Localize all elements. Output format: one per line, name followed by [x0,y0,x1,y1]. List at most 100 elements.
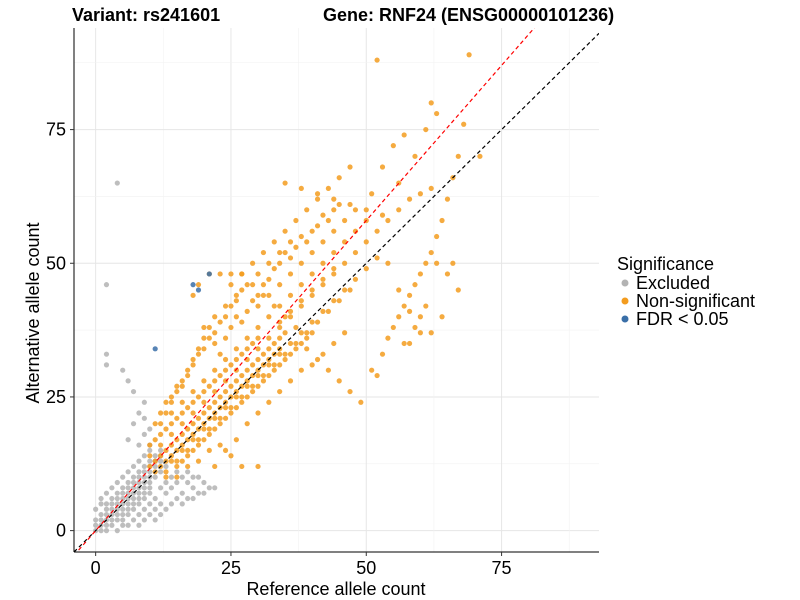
data-point [136,410,142,416]
data-point [174,458,180,464]
data-point [358,399,364,405]
data-point [201,399,207,405]
data-point [147,426,153,432]
data-point [293,244,299,250]
data-point [141,431,147,437]
data-point [185,463,191,470]
data-point [125,479,131,486]
data-point [201,479,207,486]
data-point [185,453,191,459]
data-point [152,463,158,470]
data-point [331,271,337,277]
data-point [195,490,202,496]
data-point [233,394,239,400]
data-point [396,287,402,293]
data-point [336,201,342,208]
data-point [347,287,353,293]
data-point [228,303,234,309]
data-point [195,287,202,293]
data-point [255,335,261,341]
data-point [277,351,283,357]
data-point [201,410,207,416]
data-point [271,266,277,272]
data-point [195,346,202,352]
data-point [195,442,202,448]
data-point [298,298,304,304]
data-point [136,479,142,486]
data-point [114,517,120,523]
data-point [212,426,218,432]
data-point [136,511,142,518]
data-point [406,340,413,347]
data-point [120,517,126,523]
data-point [125,378,131,384]
data-point [98,528,104,534]
data-point [244,308,250,314]
data-point [141,463,147,470]
data-point [141,399,147,405]
data-point [103,528,110,534]
data-point [314,196,321,202]
data-point [309,287,315,293]
data-point [217,351,223,357]
data-point [417,330,423,336]
data-point [157,501,164,507]
data-point [103,490,110,496]
data-point [304,330,310,336]
data-point [401,303,407,309]
data-point [239,351,245,357]
data-point [212,463,218,470]
data-point [157,511,164,518]
data-point [109,517,115,523]
data-point [309,228,315,234]
data-point [309,249,315,256]
data-point [141,485,147,491]
data-point [195,394,202,400]
data-point [266,260,272,266]
data-point [331,340,337,347]
data-point [130,474,137,480]
data-point [423,260,429,266]
data-point [233,298,239,304]
data-point [103,351,110,357]
data-point [250,260,256,266]
data-point [157,485,164,491]
data-point [271,362,277,368]
data-point [147,485,153,491]
data-point [185,495,191,502]
data-point [277,388,283,395]
data-point [369,191,375,197]
data-point [125,511,131,518]
data-point [179,501,185,507]
data-point [114,180,120,186]
data-point [266,292,272,298]
data-point [271,367,277,373]
data-point [157,421,164,427]
data-point [428,249,434,256]
data-point [233,437,239,443]
data-point [293,346,299,352]
data-point [222,335,229,341]
data-point [157,410,164,416]
data-point [163,490,169,496]
data-point [185,426,191,432]
data-point [120,522,126,528]
data-point [179,447,185,454]
data-point [277,260,283,266]
data-point [320,212,326,218]
data-point [369,367,375,373]
data-point [314,356,321,363]
data-point [212,378,218,384]
data-point [217,421,223,427]
data-point [228,405,234,411]
data-point [363,239,369,245]
data-point [157,442,164,448]
data-point [190,399,196,405]
data-point [141,517,147,523]
data-point [114,490,120,496]
data-point [136,458,142,464]
data-point [147,490,153,496]
data-point [103,501,110,507]
data-point [298,282,304,288]
